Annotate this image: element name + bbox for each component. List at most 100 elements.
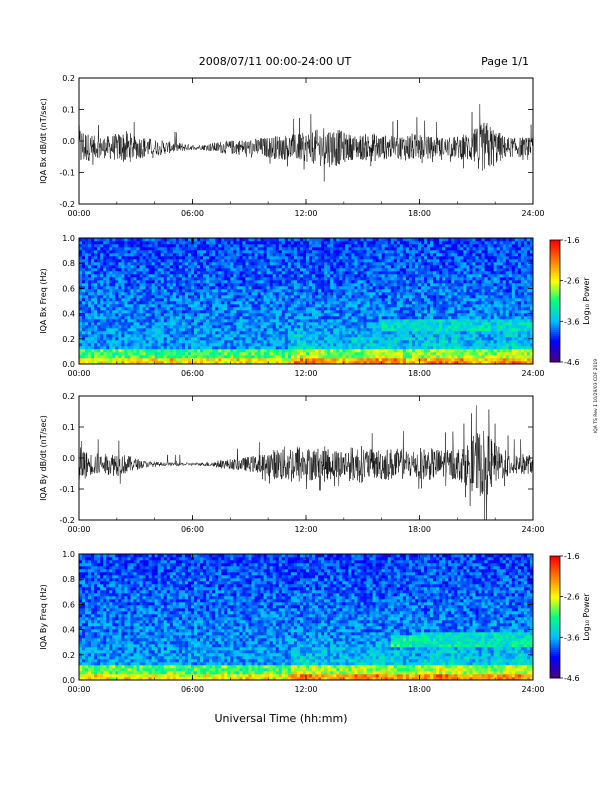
spectrogram-cell [263,238,267,242]
spectrogram-cell [408,322,413,326]
spectrogram-cell [375,298,379,302]
spectrogram-cell [197,301,201,305]
spectrogram-cell [281,238,286,242]
spectrogram-cell [236,316,240,320]
spectrogram-cell [421,301,425,305]
spectrogram-cell [127,289,131,293]
spectrogram-cell [387,241,392,245]
spectrogram-cell [396,328,401,332]
spectrogram-cell [290,343,295,347]
spectrogram-cell [393,286,398,290]
spectrogram-cell [169,340,174,344]
spectrogram-cell [321,334,325,338]
spectrogram-cell [296,346,301,350]
spectrogram-cell [278,298,283,302]
spectrogram-cell [299,280,304,284]
spectrogram-cell [351,304,355,308]
spectrogram-cell [124,238,128,242]
spectrogram-cell [157,238,162,242]
spectrogram-cell [230,259,234,263]
spectrogram-cell [136,250,140,254]
spectrogram-cell [169,334,174,338]
spectrogram-cell [184,274,189,278]
spectrogram-cell [181,268,186,272]
spectrogram-cell [427,331,431,335]
spectrogram-cell [100,346,104,350]
spectrogram-cell [224,334,228,338]
spectrogram-cell [290,316,295,320]
spectrogram-cell [354,238,358,242]
spectrogram-cell [327,310,331,314]
spectrogram-cell [378,325,382,329]
spectrogram-cell [393,310,398,314]
spectrogram-cell [85,271,89,275]
spectrogram-cell [245,286,249,290]
spectrogram-cell [136,274,140,278]
spectrogram-cell [82,328,86,332]
spectrogram-cell [396,298,401,302]
spectrogram-cell [363,256,367,260]
spectrogram-cell [175,241,180,245]
spectrogram-cell [239,328,243,332]
spectrogram-cell [396,310,401,314]
spectrogram-cell [342,349,346,353]
spectrogram-cell [112,283,116,287]
spectrogram-cell [306,289,310,293]
spectrogram-cell [127,298,131,302]
spectrogram-cell [318,241,322,245]
spectrogram-cell [242,307,246,311]
spectrogram-cell [330,334,334,338]
spectrogram-cell [269,355,274,359]
spectrogram-cell [402,292,407,296]
spectrogram-cell [248,253,252,257]
spectrogram-cell [215,286,219,290]
spectrogram-cell [372,241,376,245]
spectrogram-cell [175,250,180,254]
spectrogram-cell [227,283,231,287]
spectrogram-cell [287,310,292,314]
spectrogram-cell [366,355,370,359]
spectrogram-cell [333,355,337,359]
spectrogram-cell [203,283,207,287]
spectrogram-cell [339,316,343,320]
spectrogram-cell [408,298,413,302]
spectrogram-cell [169,268,174,272]
spectrogram-cell [378,301,382,305]
spectrogram-cell [405,238,410,242]
spectrogram-cell [218,355,222,359]
spectrogram-cell [387,358,392,362]
spectrogram-cell [239,340,243,344]
spectrogram-cell [372,349,376,353]
spectrogram-cell [393,340,398,344]
spectrogram-cell [354,280,358,284]
spectrogram-cell [88,349,92,353]
spectrogram-cell [296,256,301,260]
spectrogram-cell [194,310,198,314]
spectrogram-cell [351,244,355,248]
spectrogram-cell [154,289,158,293]
spectrogram-cell [209,322,213,326]
spectrogram-cell [130,250,134,254]
spectrogram-cell [169,313,174,317]
spectrogram-cell [348,265,352,269]
spectrogram-cell [242,283,246,287]
spectrogram-cell [369,316,373,320]
spectrogram-cell [257,361,261,365]
spectrogram-cell [384,316,389,320]
spectrogram-cell [200,253,204,257]
spectrogram-cell [360,337,364,341]
spectrogram-cell [287,361,292,365]
spectrogram-cell [139,283,143,287]
spectrogram-cell [236,289,240,293]
spectrogram-cell [306,256,310,260]
spectrogram-cell [190,337,195,341]
spectrogram-cell [218,241,222,245]
spectrogram-cell [402,331,407,335]
spectrogram-cell [187,295,192,299]
spectrogram-cell [375,295,379,299]
spectrogram-cell [396,295,401,299]
spectrogram-cell [287,241,292,245]
spectrogram-cell [212,325,216,329]
spectrogram-cell [178,265,183,269]
spectrogram-cell [163,304,168,308]
